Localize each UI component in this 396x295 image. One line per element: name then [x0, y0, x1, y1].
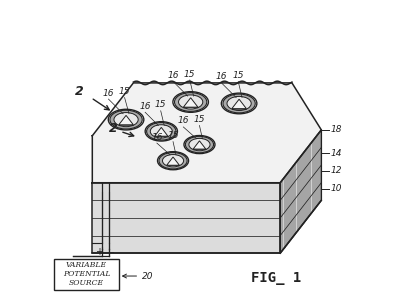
- Text: 15: 15: [232, 71, 244, 80]
- Text: 14: 14: [330, 149, 342, 158]
- Text: +: +: [95, 247, 103, 257]
- Polygon shape: [280, 130, 321, 253]
- Ellipse shape: [114, 113, 138, 127]
- Ellipse shape: [145, 122, 177, 141]
- Ellipse shape: [159, 153, 187, 169]
- Text: 16: 16: [103, 88, 114, 98]
- Ellipse shape: [110, 110, 142, 129]
- Polygon shape: [92, 83, 321, 183]
- Ellipse shape: [173, 92, 208, 112]
- Text: 16: 16: [151, 133, 163, 142]
- Text: 16: 16: [167, 71, 179, 80]
- Text: 15: 15: [167, 131, 179, 140]
- Ellipse shape: [189, 138, 210, 151]
- Text: 16: 16: [177, 117, 189, 125]
- Text: 16: 16: [139, 102, 151, 111]
- Polygon shape: [167, 157, 179, 165]
- Text: POTENTIAL: POTENTIAL: [63, 270, 110, 278]
- Text: 10: 10: [330, 184, 342, 193]
- Ellipse shape: [184, 135, 215, 154]
- Polygon shape: [193, 141, 206, 149]
- Text: 15: 15: [155, 100, 166, 109]
- Ellipse shape: [175, 93, 207, 112]
- Ellipse shape: [179, 95, 203, 109]
- Text: 15: 15: [194, 115, 205, 124]
- Ellipse shape: [158, 152, 188, 170]
- Text: –: –: [108, 247, 114, 257]
- Text: 16: 16: [216, 73, 227, 81]
- Polygon shape: [92, 183, 280, 253]
- Ellipse shape: [221, 93, 257, 114]
- Ellipse shape: [147, 122, 176, 140]
- Text: 12: 12: [330, 166, 342, 176]
- Ellipse shape: [185, 136, 213, 153]
- Ellipse shape: [162, 155, 184, 167]
- Text: 18: 18: [330, 125, 342, 135]
- Text: FIG_ 1: FIG_ 1: [251, 271, 301, 285]
- Polygon shape: [232, 99, 246, 109]
- Text: VARIABLE: VARIABLE: [66, 260, 107, 269]
- Text: SOURCE: SOURCE: [69, 279, 104, 287]
- Text: 15: 15: [119, 87, 130, 96]
- Polygon shape: [119, 115, 133, 125]
- Polygon shape: [155, 127, 168, 136]
- Text: 15: 15: [184, 70, 196, 78]
- Text: 2: 2: [109, 122, 117, 135]
- Ellipse shape: [223, 94, 255, 113]
- Ellipse shape: [150, 125, 172, 138]
- Ellipse shape: [108, 109, 144, 130]
- Ellipse shape: [227, 96, 251, 111]
- Text: 20: 20: [142, 271, 154, 281]
- FancyBboxPatch shape: [54, 259, 119, 290]
- Text: 2: 2: [75, 85, 84, 98]
- Polygon shape: [183, 98, 198, 107]
